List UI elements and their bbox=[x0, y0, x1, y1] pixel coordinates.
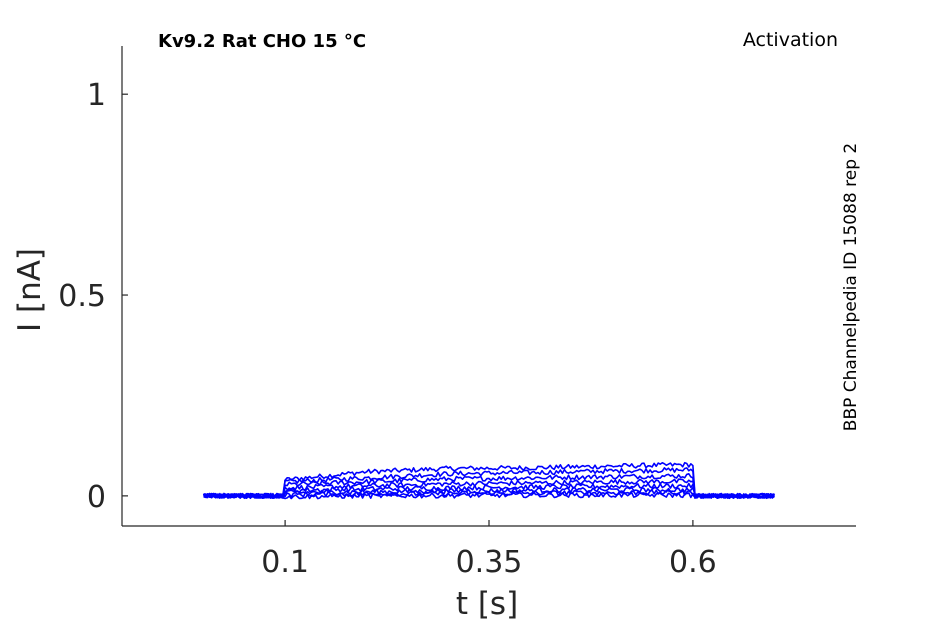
y-axis-label: I [nA] bbox=[12, 248, 48, 332]
source-label: BBP Channelpedia ID 15088 rep 2 bbox=[841, 143, 861, 431]
y-tick-label: 0 bbox=[87, 480, 106, 515]
x-tick-label: 0.6 bbox=[669, 545, 717, 580]
current-trace bbox=[202, 473, 775, 500]
current-traces bbox=[202, 461, 776, 500]
x-tick-label: 0.35 bbox=[456, 545, 523, 580]
y-tick-label: 1 bbox=[87, 78, 106, 113]
y-ticks: 00.51 bbox=[58, 78, 128, 515]
chart-title: Kv9.2 Rat CHO 15 °C bbox=[158, 31, 366, 52]
current-trace bbox=[203, 467, 775, 500]
current-trace bbox=[203, 491, 775, 500]
y-tick-label: 0.5 bbox=[58, 279, 106, 314]
current-trace bbox=[203, 478, 775, 499]
x-ticks: 0.1 0.35 0.6 bbox=[261, 520, 717, 580]
protocol-label: Activation bbox=[743, 29, 838, 51]
x-axis-label: t [s] bbox=[456, 586, 518, 622]
axes bbox=[121, 46, 856, 527]
x-tick-label: 0.1 bbox=[261, 545, 309, 580]
